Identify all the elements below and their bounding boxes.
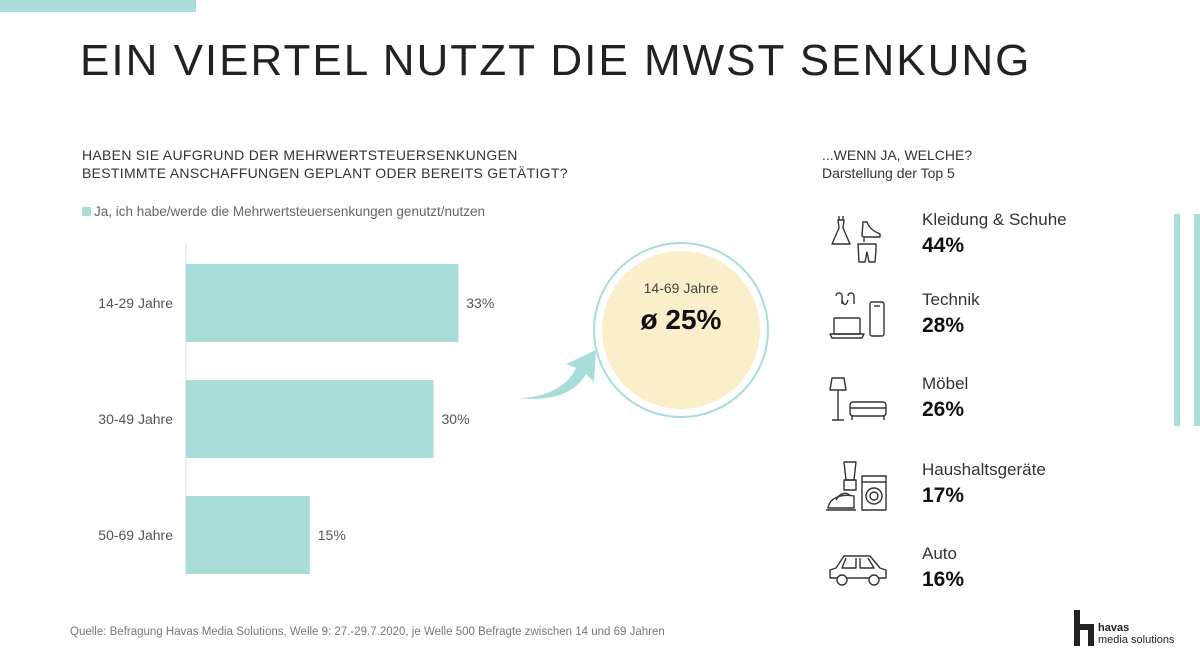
category-label: 30-49 Jahre (98, 411, 173, 427)
survey-question: HABEN SIE AUFGRUND DER MEHRWERTSTEUERSEN… (82, 146, 642, 182)
top5-header: ...WENN JA, WELCHE? Darstellung der Top … (822, 146, 972, 182)
furniture-icon (829, 377, 887, 421)
bar-3 (186, 496, 310, 574)
top5-item-value: 28% (922, 314, 965, 337)
survey-question-line-1: HABEN SIE AUFGRUND DER MEHRWERTSTEUERSEN… (82, 147, 518, 163)
havas-logo: havas media solutions (1074, 610, 1200, 650)
top5-item-tech: Technik 28% (826, 290, 1166, 350)
legend-swatch (82, 207, 91, 216)
average-badge: 14-69 Jahre ø 25% (593, 242, 769, 418)
average-label: 14-69 Jahre (643, 280, 719, 296)
top5-item-furniture: Möbel 26% (826, 374, 1166, 434)
bar-2 (186, 380, 434, 458)
value-label: 33% (466, 295, 494, 311)
top5-item-name: Möbel (922, 374, 969, 393)
survey-question-line-2: BESTIMMTE ANSCHAFFUNGEN GEPLANT ODER BER… (82, 165, 568, 181)
side-accent-bar-1 (1174, 214, 1180, 426)
tech-devices-icon (829, 292, 885, 339)
top5-item-appliances: Haushaltsgeräte 17% (826, 460, 1166, 520)
top5-item-value: 16% (922, 568, 965, 591)
bar-1 (186, 264, 459, 342)
top5-item-name: Technik (922, 290, 980, 309)
clothing-icon (831, 216, 881, 263)
top5-item-value: 44% (922, 234, 965, 257)
category-label: 50-69 Jahre (98, 527, 173, 543)
top5-item-name: Kleidung & Schuhe (922, 210, 1067, 229)
category-label: 14-29 Jahre (98, 295, 173, 311)
car-icon (829, 555, 887, 586)
top-accent-bar (0, 0, 196, 12)
top5-item-clothing: Kleidung & Schuhe 44% (826, 210, 1166, 270)
havas-logo-subtext: media solutions (1098, 634, 1175, 646)
top5-item-car: Auto 16% (826, 544, 1166, 604)
value-label: 30% (442, 411, 470, 427)
chart-legend: Ja, ich habe/werde die Mehrwertsteuersen… (82, 204, 485, 219)
legend-label: Ja, ich habe/werde die Mehrwertsteuersen… (94, 204, 485, 219)
havas-logo-mark-icon (1074, 610, 1094, 646)
top5-item-name: Haushaltsgeräte (922, 460, 1046, 479)
top5-item-name: Auto (922, 544, 957, 563)
bar-chart: 14-29 Jahre 33% 30-49 Jahre 30% 50-69 Jahre 1… (98, 244, 494, 576)
page-title: EIN VIERTEL NUTZT DIE MWST SENKUNG (80, 36, 1032, 85)
side-accent-bar-2 (1194, 214, 1200, 426)
top5-title: ...WENN JA, WELCHE? (822, 147, 973, 163)
arrow-icon (518, 350, 596, 399)
average-value: ø 25% (640, 304, 722, 335)
value-label: 15% (318, 527, 346, 543)
top5-item-value: 26% (922, 398, 965, 421)
havas-logo-text: havas (1098, 622, 1130, 634)
household-appliances-icon (826, 461, 887, 511)
top5-item-value: 17% (922, 484, 965, 507)
top5-subtitle: Darstellung der Top 5 (822, 165, 955, 181)
average-badge-fill (602, 251, 760, 409)
source-note: Quelle: Befragung Havas Media Solutions,… (70, 626, 665, 638)
